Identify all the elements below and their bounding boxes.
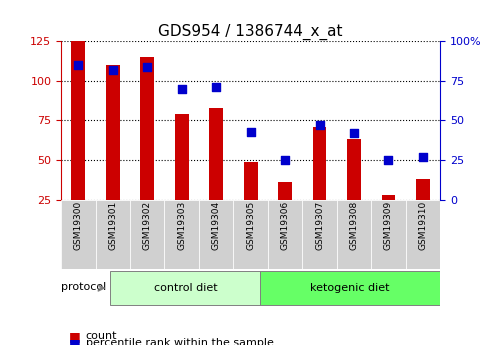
Bar [140,57,154,239]
FancyBboxPatch shape [95,199,130,269]
Point [74,62,82,68]
FancyBboxPatch shape [267,199,302,269]
Text: GSM19308: GSM19308 [349,201,358,250]
Bar [175,114,188,239]
Bar [106,65,120,239]
FancyBboxPatch shape [260,271,439,305]
FancyBboxPatch shape [370,199,405,269]
Point [281,157,288,163]
Point [418,154,426,160]
Text: GSM19306: GSM19306 [280,201,289,250]
FancyBboxPatch shape [164,199,199,269]
Bar [415,179,429,239]
Bar [278,182,291,239]
Text: GSM19302: GSM19302 [142,201,151,250]
Bar [71,41,85,239]
Point [143,64,151,69]
Text: protocol: protocol [61,282,106,292]
Text: ■: ■ [68,337,80,345]
Text: GSM19304: GSM19304 [211,201,220,250]
Text: percentile rank within the sample: percentile rank within the sample [85,338,273,345]
Text: count: count [85,332,117,341]
Point [315,122,323,128]
Point [178,86,185,91]
Point [349,130,357,136]
FancyBboxPatch shape [199,199,233,269]
Text: GSM19310: GSM19310 [418,201,427,250]
Text: GSM19303: GSM19303 [177,201,186,250]
Text: GSM19307: GSM19307 [314,201,324,250]
Text: ketogenic diet: ketogenic diet [310,283,389,293]
Text: control diet: control diet [153,283,217,293]
Text: GSM19301: GSM19301 [108,201,117,250]
FancyBboxPatch shape [336,199,370,269]
FancyBboxPatch shape [61,199,95,269]
FancyBboxPatch shape [233,199,267,269]
FancyBboxPatch shape [405,199,439,269]
Bar [346,139,360,239]
FancyBboxPatch shape [110,271,260,305]
Text: GSM19300: GSM19300 [74,201,82,250]
Bar [243,161,257,239]
Point [384,157,391,163]
FancyBboxPatch shape [302,199,336,269]
Bar [209,108,223,239]
Point [246,129,254,134]
Bar [312,127,326,239]
Text: GSM19305: GSM19305 [245,201,255,250]
Text: GSM19309: GSM19309 [383,201,392,250]
Point [212,85,220,90]
Text: ■: ■ [68,330,80,343]
Bar [381,195,394,239]
Title: GDS954 / 1386744_x_at: GDS954 / 1386744_x_at [158,24,342,40]
Point [109,67,117,72]
FancyBboxPatch shape [130,199,164,269]
